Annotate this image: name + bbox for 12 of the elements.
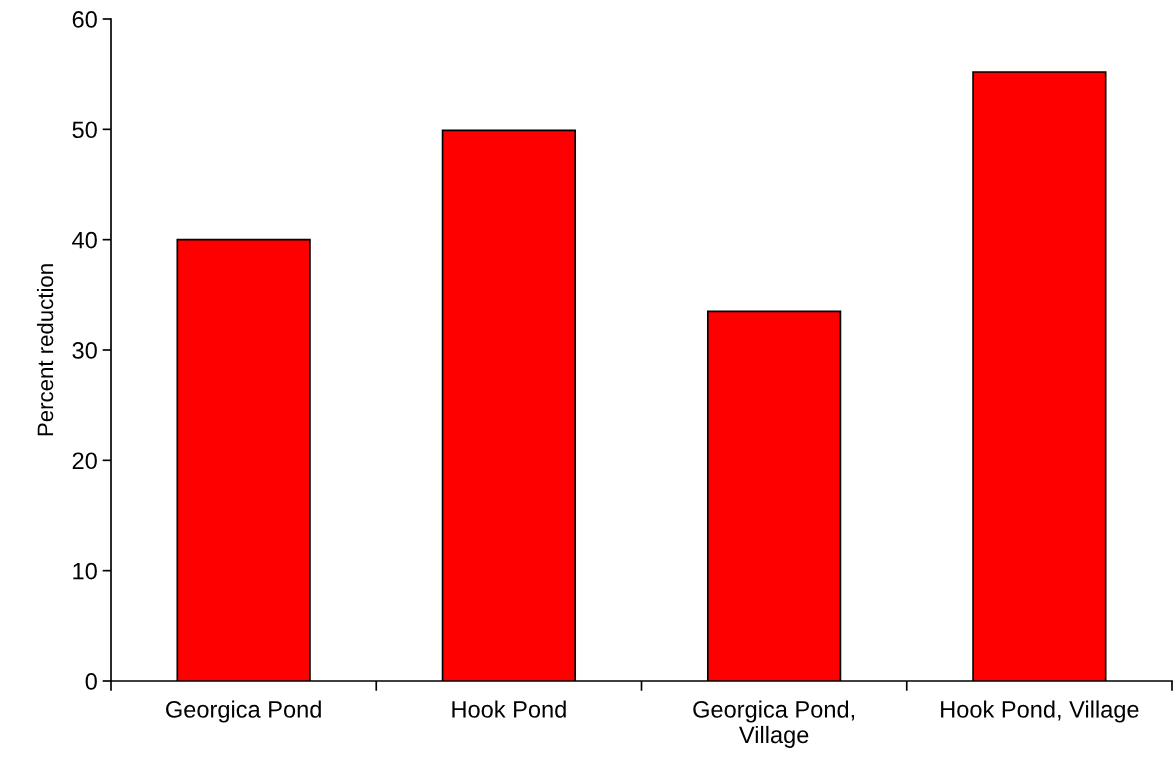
x-tick-label: Georgica Pond [166,700,321,723]
y-tick-label: 10 [73,562,97,580]
y-axis-title: Percent reduction [36,264,54,436]
y-tick-label: 50 [72,121,97,139]
y-tick-label: 60 [72,11,97,28]
x-tick-label: Georgica Pond, Village [693,700,855,748]
y-tick-label: 30 [72,342,97,359]
x-tick-label: Hook Pond [452,700,566,718]
y-tick-label: 20 [72,452,97,470]
x-tick-label: Hook Pond, Village [941,700,1139,723]
y-tick-label: 40 [72,231,97,249]
y-tick-label: 0 [85,673,97,690]
